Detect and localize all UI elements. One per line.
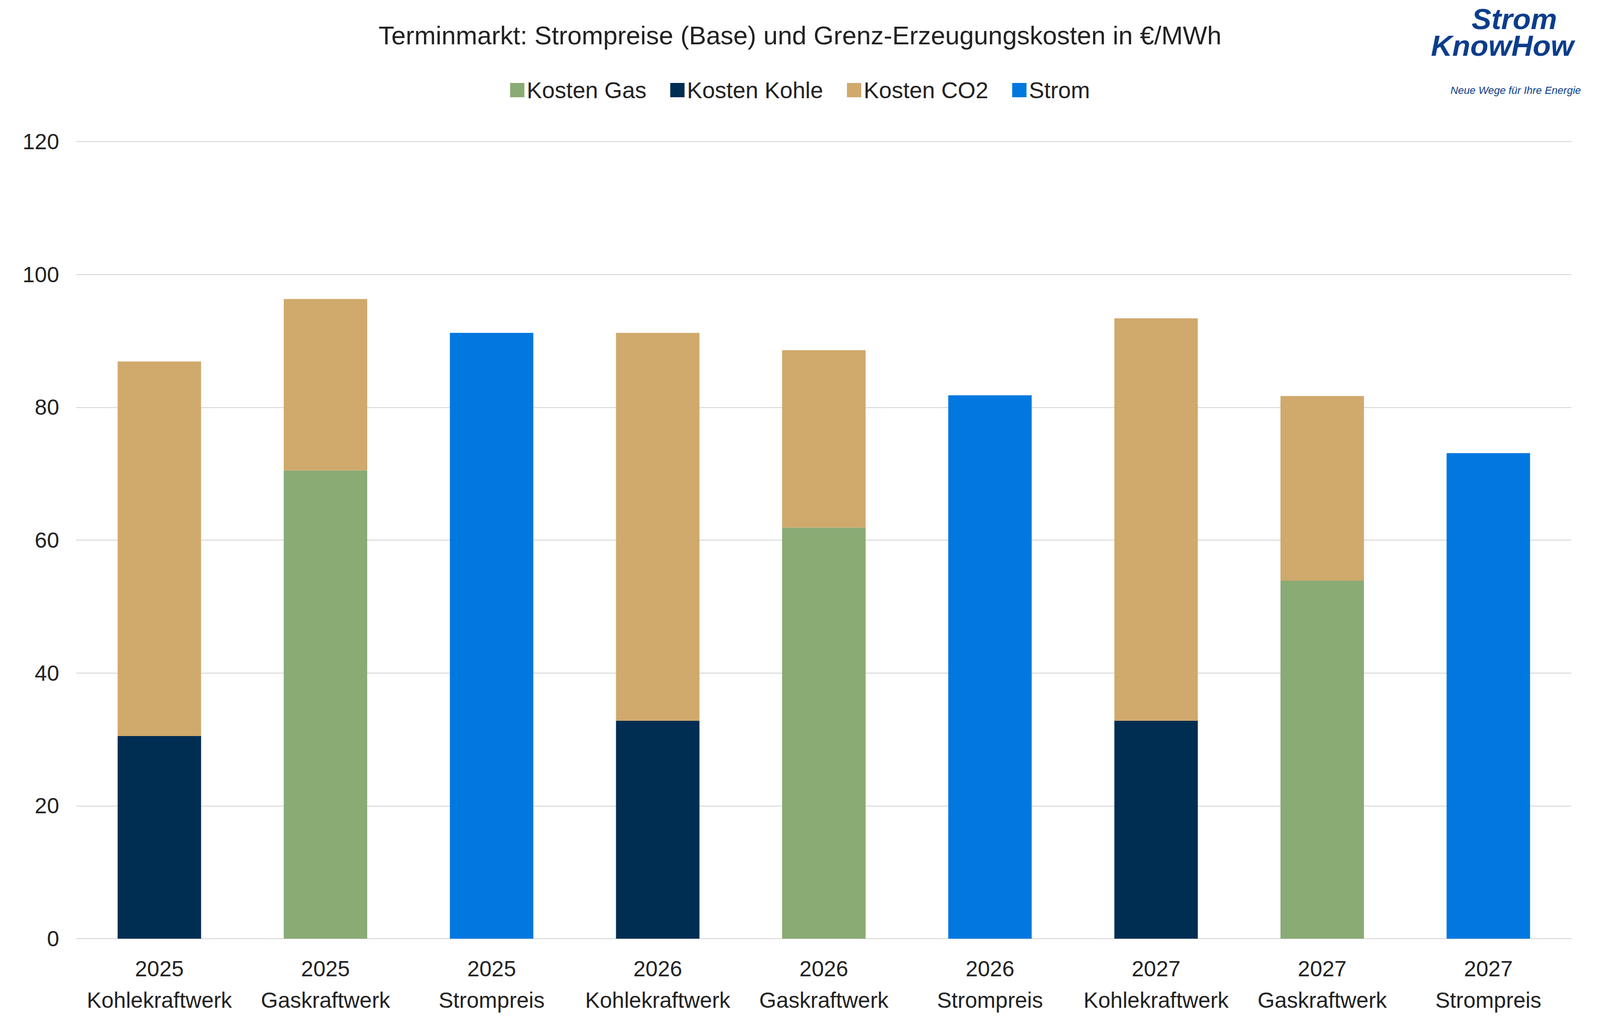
- svg-text:2026: 2026: [633, 956, 682, 982]
- svg-text:2027: 2027: [1464, 956, 1513, 982]
- svg-text:2025: 2025: [300, 956, 350, 982]
- svg-text:Strompreis: Strompreis: [1435, 988, 1542, 1013]
- svg-text:40: 40: [34, 660, 60, 686]
- svg-text:80: 80: [34, 394, 60, 420]
- svg-text:Kosten Kohle: Kosten Kohle: [686, 77, 824, 104]
- svg-text:Gaskraftwerk: Gaskraftwerk: [260, 988, 391, 1013]
- svg-text:Strom: Strom: [1471, 2, 1558, 36]
- svg-text:Strompreis: Strompreis: [438, 988, 545, 1013]
- svg-text:Strom: Strom: [1028, 77, 1090, 104]
- svg-text:Terminmarkt: Strompreise (Base: Terminmarkt: Strompreise (Base) und Gren…: [378, 20, 1222, 50]
- svg-text:2027: 2027: [1131, 956, 1181, 982]
- svg-text:Gaskraftwerk: Gaskraftwerk: [759, 988, 889, 1013]
- svg-text:Kohlekraftwerk: Kohlekraftwerk: [86, 988, 233, 1013]
- svg-text:Strompreis: Strompreis: [937, 988, 1043, 1013]
- svg-text:2026: 2026: [799, 956, 848, 982]
- svg-text:KnowHow: KnowHow: [1430, 29, 1576, 62]
- svg-text:120: 120: [22, 129, 60, 155]
- svg-text:2026: 2026: [965, 956, 1015, 982]
- svg-text:Neue Wege für Ihre Energie: Neue Wege für Ihre Energie: [1450, 84, 1581, 97]
- svg-text:100: 100: [22, 262, 60, 288]
- svg-text:Kohlekraftwerk: Kohlekraftwerk: [1083, 988, 1229, 1013]
- svg-text:0: 0: [46, 926, 60, 952]
- svg-text:60: 60: [34, 527, 60, 553]
- svg-text:Kosten Gas: Kosten Gas: [526, 77, 647, 104]
- svg-text:Kosten CO2: Kosten CO2: [863, 77, 989, 104]
- svg-text:Kohlekraftwerk: Kohlekraftwerk: [585, 988, 731, 1013]
- svg-text:2027: 2027: [1297, 956, 1347, 982]
- svg-text:Gaskraftwerk: Gaskraftwerk: [1257, 988, 1388, 1013]
- svg-text:2025: 2025: [134, 956, 184, 982]
- svg-text:20: 20: [34, 793, 60, 819]
- svg-text:2025: 2025: [467, 956, 517, 982]
